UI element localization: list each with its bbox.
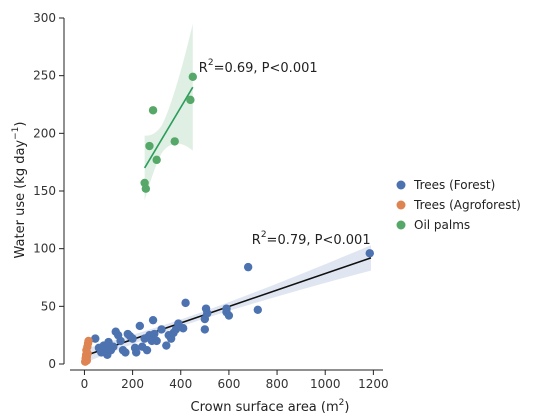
data-point (157, 325, 166, 334)
data-point (365, 249, 374, 258)
data-point (150, 329, 159, 339)
axes-group: 0 200 400 600 800 1000 1200 0 50 100 150 200 250 300 (33, 11, 389, 391)
data-point (142, 345, 152, 355)
x-tick-label: 800 (266, 377, 289, 391)
data-point (116, 336, 125, 346)
data-point (148, 106, 158, 115)
data-point (203, 309, 212, 318)
y-tick-label: 0 (48, 357, 56, 371)
legend: Trees (Forest) Trees (Agroforest) Oil palm… (396, 178, 521, 232)
regression-annotation: R2=0.79, P<0.001 (252, 230, 371, 248)
y-tick-label: 150 (33, 184, 56, 198)
data-point (141, 184, 151, 193)
data-point (152, 155, 161, 165)
data-point (135, 321, 145, 331)
legend-label: Trees (Forest) (413, 178, 495, 192)
data-point (170, 137, 179, 146)
data-point (253, 305, 262, 314)
data-point (84, 336, 93, 346)
data-point (200, 325, 210, 334)
data-point (145, 141, 154, 151)
data-point (132, 348, 141, 357)
x-axis-title: Crown surface area (m2) (191, 398, 350, 415)
x-tick-label: 0 (81, 377, 89, 391)
data-point (181, 298, 190, 308)
annotations: R2=0.69, P<0.001 R2=0.79, P<0.001 (199, 58, 371, 248)
y-tick-label: 250 (33, 69, 56, 83)
data-point (109, 342, 118, 351)
legend-label: Trees (Agroforest) (413, 198, 521, 212)
y-tick-label: 50 (41, 299, 56, 313)
data-point (188, 72, 197, 82)
data-point (178, 324, 188, 333)
data-points (80, 72, 374, 366)
data-point (243, 262, 253, 272)
confidence-band (84, 245, 371, 363)
legend-label: Oil palms (414, 218, 470, 232)
x-tick-label: 200 (121, 377, 144, 391)
data-point (91, 334, 100, 343)
regression-line (143, 86, 194, 169)
data-point (162, 341, 171, 350)
data-point (83, 349, 92, 358)
data-point (82, 356, 92, 365)
data-point (152, 336, 161, 346)
y-ticks: 0 50 100 150 200 250 300 (33, 11, 64, 371)
data-point (224, 311, 234, 320)
data-point (186, 95, 195, 105)
data-point (148, 315, 158, 325)
x-tick-label: 400 (169, 377, 192, 391)
y-axis-title: Water use (kg day−1) (11, 122, 28, 259)
data-point (128, 334, 137, 343)
y-tick-label: 100 (33, 242, 56, 256)
x-ticks: 0 200 400 600 800 1000 1200 (81, 370, 389, 391)
y-tick-label: 200 (33, 126, 56, 140)
legend-marker (396, 220, 406, 230)
y-tick-label: 300 (33, 11, 56, 25)
data-point (121, 348, 130, 357)
x-tick-label: 1200 (358, 377, 389, 391)
regression-annotation: R2=0.69, P<0.001 (199, 58, 318, 76)
data-point (222, 304, 231, 313)
legend-marker (396, 180, 406, 190)
x-tick-label: 600 (217, 377, 240, 391)
x-tick-label: 1000 (310, 377, 341, 391)
legend-marker (396, 200, 406, 210)
